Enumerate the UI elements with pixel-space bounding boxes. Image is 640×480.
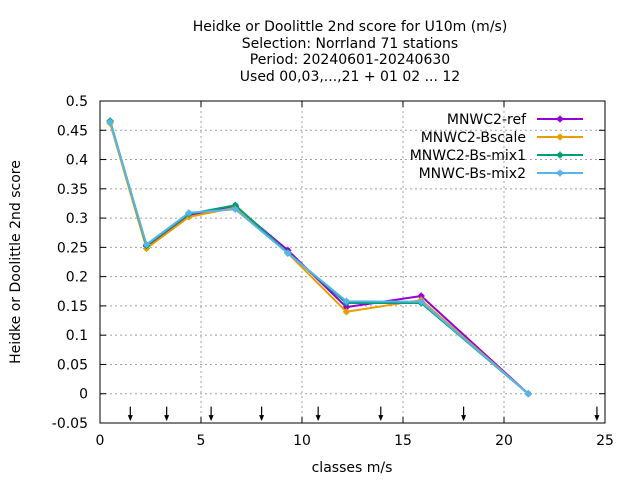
- class-boundary-arrow: [594, 406, 600, 422]
- legend-item: MNWC2-ref: [447, 112, 583, 128]
- data-point: [142, 240, 150, 248]
- legend-marker: [556, 115, 564, 123]
- legend: MNWC2-ref MNWC2-Bscale MNWC2-Bs-mix1 MNWC-B…: [410, 112, 583, 182]
- y-axis-label: Heidke or Doolittle 2nd score: [8, 160, 24, 364]
- class-boundary-arrow: [127, 406, 133, 422]
- chart-title: Heidke or Doolittle 2nd score for U10m (…: [193, 19, 508, 85]
- legend-label: MNWC2-Bs-mix1: [410, 148, 526, 164]
- data-point: [417, 298, 425, 306]
- legend-marker: [556, 133, 564, 141]
- class-boundary-arrow: [315, 406, 321, 422]
- class-markers: [127, 406, 600, 422]
- y-tick-label: 0.3: [66, 211, 88, 227]
- grid-lines: [100, 101, 605, 423]
- y-tick-label: -0.05: [52, 416, 88, 432]
- data-point: [231, 205, 239, 213]
- y-tick-label: 0.45: [57, 123, 88, 139]
- legend-item: MNWC-Bs-mix2: [419, 166, 583, 182]
- data-point: [342, 308, 350, 316]
- y-tick-label: 0.1: [66, 328, 88, 344]
- x-tick-label: 25: [596, 433, 614, 449]
- title-line-2: Selection: Norrland 71 stations: [242, 36, 458, 52]
- data-point: [185, 209, 193, 217]
- legend-label: MNWC-Bs-mix2: [419, 166, 526, 182]
- x-tick-label: 20: [495, 433, 513, 449]
- y-tick-label: 0.4: [66, 153, 88, 169]
- class-boundary-arrow: [461, 406, 467, 422]
- x-tick-label: 0: [96, 433, 105, 449]
- y-tick-label: 0.05: [57, 357, 88, 373]
- class-boundary-arrow: [259, 406, 265, 422]
- legend-item: MNWC2-Bscale: [421, 130, 583, 146]
- series-lines: [106, 117, 532, 398]
- x-axis-label: classes m/s: [312, 460, 393, 476]
- title-line-1: Heidke or Doolittle 2nd score for U10m (…: [193, 19, 508, 35]
- y-tick-label: 0.15: [57, 299, 88, 315]
- axis-ticks: 0 5 10 15 20 25 -0.05 0 0.05 0.1 0.15 0.2 0.25 0.3 0.3…: [52, 94, 614, 449]
- series-mnwc-bs-mix2: [106, 118, 532, 398]
- plot-frame: [99, 100, 606, 424]
- data-point: [106, 118, 114, 126]
- x-tick-label: 10: [293, 433, 311, 449]
- legend-label: MNWC2-ref: [447, 112, 527, 128]
- data-point: [524, 390, 532, 398]
- y-tick-label: 0.5: [66, 94, 88, 110]
- legend-marker: [556, 169, 564, 177]
- x-tick-label: 15: [394, 433, 412, 449]
- data-point: [342, 297, 350, 305]
- y-tick-label: 0.2: [66, 270, 88, 286]
- data-point: [284, 249, 292, 257]
- legend-label: MNWC2-Bscale: [421, 130, 526, 146]
- legend-marker: [556, 151, 564, 159]
- title-line-4: Used 00,03,...,21 + 01 02 ... 12: [240, 69, 460, 85]
- series-line: [109, 121, 529, 395]
- y-tick-label: 0.25: [57, 240, 88, 256]
- y-tick-label: 0: [79, 387, 88, 403]
- y-tick-label: 0.35: [57, 182, 88, 198]
- x-tick-label: 5: [197, 433, 206, 449]
- class-boundary-arrow: [208, 406, 214, 422]
- class-boundary-arrow: [378, 406, 384, 422]
- title-line-3: Period: 20240601-20240630: [250, 52, 450, 68]
- class-boundary-arrow: [164, 406, 170, 422]
- legend-item: MNWC2-Bs-mix1: [410, 148, 583, 164]
